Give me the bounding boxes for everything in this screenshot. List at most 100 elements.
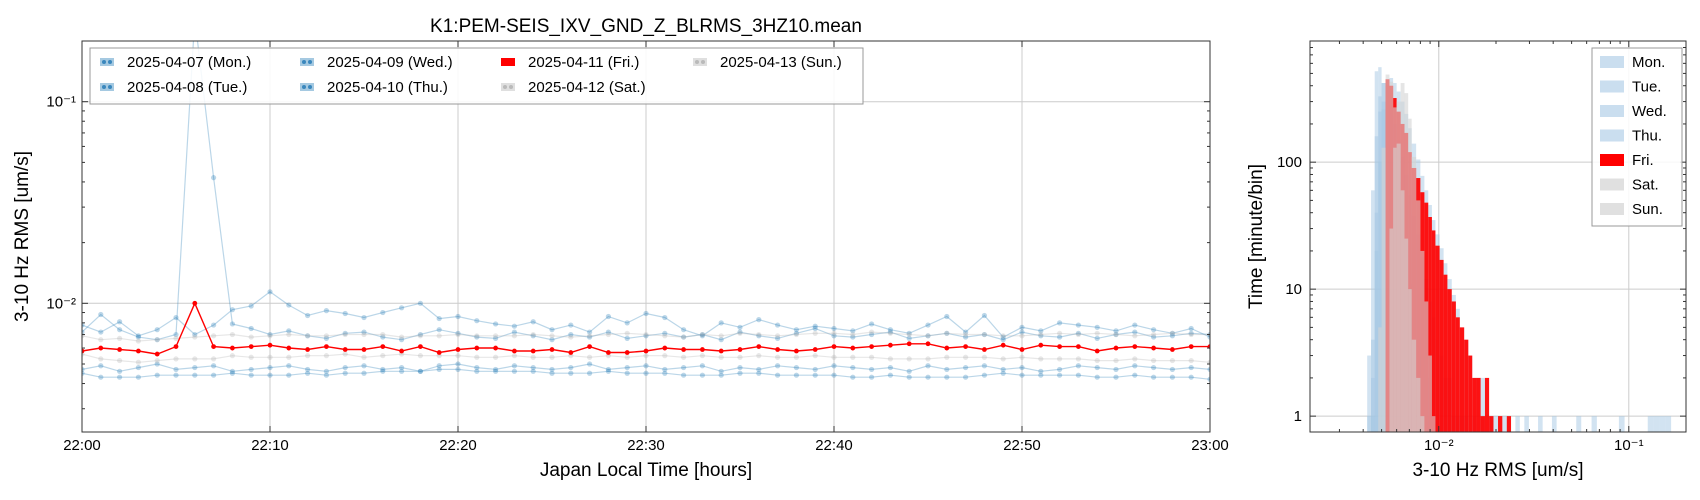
timeseries-point: [850, 365, 855, 370]
histogram-bar: [1382, 148, 1386, 432]
timeseries-point: [455, 361, 460, 366]
timeseries-point: [343, 351, 348, 356]
histogram-y-tick-label: 100: [1277, 154, 1302, 171]
timeseries-x-tick-label: 22:30: [627, 437, 665, 454]
timeseries-point: [399, 349, 404, 354]
timeseries-point: [136, 338, 141, 343]
timeseries-point: [1132, 333, 1137, 338]
timeseries-x-tick-label: 22:40: [815, 437, 853, 454]
histogram-bar: [1477, 378, 1481, 432]
timeseries-point: [361, 363, 366, 368]
timeseries-point: [719, 349, 724, 354]
timeseries-point: [173, 373, 178, 378]
timeseries-point: [925, 356, 930, 361]
timeseries-legend-marker: [503, 85, 507, 89]
timeseries-point: [794, 332, 799, 337]
timeseries-point: [418, 301, 423, 306]
timeseries-point: [1151, 358, 1156, 363]
timeseries-point: [117, 375, 122, 380]
timeseries-point: [173, 315, 178, 320]
timeseries-point: [625, 365, 630, 370]
timeseries-legend-marker: [108, 60, 112, 64]
timeseries-point: [1189, 375, 1194, 380]
timeseries-point: [1132, 322, 1137, 327]
timeseries-point: [644, 349, 649, 354]
timeseries-point: [1057, 373, 1062, 378]
histogram-legend-label: Sun.: [1632, 201, 1663, 218]
timeseries-point: [1038, 373, 1043, 378]
timeseries-point: [831, 373, 836, 378]
timeseries-point: [719, 333, 724, 338]
timeseries-point: [643, 311, 648, 316]
timeseries-legend-marker: [695, 60, 699, 64]
timeseries-point: [286, 302, 291, 307]
timeseries-x-axis-label: Japan Local Time [hours]: [540, 460, 752, 481]
timeseries-point: [380, 332, 385, 337]
histogram-bar: [1456, 317, 1460, 432]
timeseries-point: [813, 367, 818, 372]
timeseries-point: [869, 375, 874, 380]
timeseries-point: [982, 373, 987, 378]
timeseries-point: [888, 373, 893, 378]
timeseries-point: [1001, 333, 1006, 338]
timeseries-point: [888, 356, 893, 361]
timeseries-point: [474, 318, 479, 323]
timeseries-point: [681, 327, 686, 332]
timeseries-point: [1001, 371, 1006, 376]
timeseries-point: [305, 333, 310, 338]
timeseries-point: [173, 356, 178, 361]
timeseries-point: [643, 332, 648, 337]
timeseries-point: [982, 313, 987, 318]
histogram-bar: [1432, 230, 1436, 432]
timeseries-point: [681, 365, 686, 370]
timeseries-point: [869, 344, 874, 349]
histogram-legend-label: Mon.: [1632, 54, 1665, 71]
timeseries-point: [1057, 331, 1062, 336]
timeseries-point: [249, 367, 254, 372]
timeseries-point: [737, 325, 742, 330]
timeseries-point: [531, 369, 536, 374]
timeseries-point: [982, 355, 987, 360]
timeseries-point: [512, 349, 517, 354]
timeseries-point: [493, 321, 498, 326]
timeseries-point: [869, 329, 874, 334]
timeseries-point: [98, 363, 103, 368]
timeseries-point: [361, 315, 366, 320]
timeseries-point: [230, 353, 235, 358]
timeseries-point: [1151, 332, 1156, 337]
histogram-legend-swatch: [1600, 154, 1624, 166]
timeseries-point: [963, 344, 968, 349]
timeseries-point: [963, 365, 968, 370]
timeseries-point: [662, 371, 667, 376]
histogram-legend-swatch: [1600, 179, 1624, 191]
timeseries-point: [1114, 346, 1119, 351]
timeseries-point: [249, 326, 254, 331]
histogram-bar: [1408, 119, 1412, 432]
timeseries-point: [982, 347, 987, 352]
histogram-bar: [1371, 190, 1375, 432]
histogram-legend-swatch: [1600, 56, 1624, 68]
timeseries-point: [192, 334, 197, 339]
timeseries-point: [1132, 356, 1137, 361]
timeseries-point: [305, 353, 310, 358]
histogram-bar: [1538, 416, 1543, 432]
histogram-bar: [1444, 275, 1448, 432]
timeseries-point: [399, 305, 404, 310]
timeseries-point: [549, 355, 554, 360]
timeseries-point: [587, 355, 592, 360]
timeseries-point: [155, 352, 160, 357]
timeseries-point: [1020, 347, 1025, 352]
timeseries-point: [437, 333, 442, 338]
timeseries-point: [907, 332, 912, 337]
timeseries-point: [418, 369, 423, 374]
timeseries-point: [737, 331, 742, 336]
timeseries-point: [606, 350, 611, 355]
timeseries-point: [1076, 356, 1081, 361]
timeseries-point: [136, 360, 141, 365]
timeseries-point: [662, 315, 667, 320]
timeseries-x-tick-label: 22:20: [439, 437, 477, 454]
timeseries-point: [756, 371, 761, 376]
histogram-bar: [1489, 416, 1493, 432]
timeseries-point: [963, 375, 968, 380]
histogram-x-tick-label: 10⁻¹: [1614, 437, 1644, 454]
